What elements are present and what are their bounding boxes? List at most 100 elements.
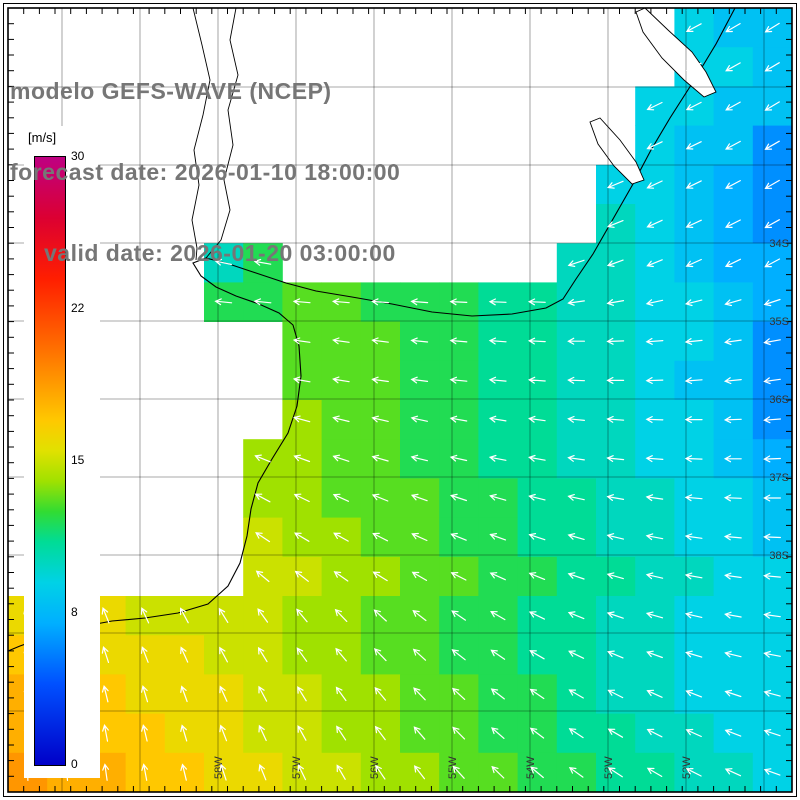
map-frame [3,3,797,797]
wind-arrow [685,258,702,268]
wind-arrow [684,611,703,619]
wind-arrow [646,728,663,738]
wind-arrow [724,219,741,228]
wind-arrow [333,532,349,542]
wind-arrow [763,611,781,619]
lat-label: 35S [769,316,789,328]
wind-arrow [607,728,624,738]
wind-arrow [646,141,663,150]
wind-arrow [723,494,742,502]
wind-arrow [371,415,389,423]
wind-arrow [763,572,781,580]
wind-arrow [606,611,624,619]
wind-arrow [413,765,426,780]
wind-arrow [293,415,311,423]
wind-arrow [567,298,585,306]
wind-arrow [412,648,427,661]
river-path [191,7,211,261]
lat-label: 34S [769,238,789,250]
wind-arrow [527,298,546,306]
wind-arrow [724,689,742,698]
wind-arrow [606,376,625,384]
colorbar-tick-label: 8 [71,605,78,619]
lon-label: 53W [603,756,615,779]
wind-arrow [645,337,664,345]
wind-arrow [488,337,507,345]
wind-arrow [449,415,468,423]
wind-arrow [567,572,585,580]
wind-arrow [646,767,663,777]
wind-arrow [371,298,389,306]
wind-arrow [724,299,742,307]
wind-arrow [527,337,546,345]
wind-arrow [331,298,350,306]
wind-arrow [491,765,505,779]
wind-arrow [410,415,428,423]
wind-arrow [375,764,386,780]
wind-arrow [292,337,311,345]
wind-direction-arrows [23,22,781,781]
wind-arrow [488,298,507,306]
wind-arrow [102,763,110,781]
wind-arrow [254,493,271,503]
wind-arrow [371,454,389,462]
wind-arrow [450,493,467,502]
wind-arrow [336,764,346,780]
lat-label: 38S [769,550,789,562]
wind-arrow [373,609,387,622]
wind-arrow [332,454,350,462]
wind-arrow [180,607,189,624]
wind-arrow [449,376,468,384]
wind-arrow [725,23,741,33]
wind-arrow [684,338,703,345]
wind-arrow [567,337,585,345]
wind-arrow [141,763,149,781]
wind-arrow [607,650,624,659]
wind-arrow [724,338,742,345]
wind-arrow [371,376,389,384]
lon-label: 52W [681,756,693,779]
colorbar-tick-label: 0 [71,757,78,771]
wind-arrow [645,494,664,502]
wind-arrow [685,768,702,777]
wind-arrow [684,299,703,307]
wind-arrow [371,493,389,502]
wind-arrow [684,377,703,385]
wind-arrow [527,376,546,384]
wind-arrow [374,725,386,741]
wind-arrow [257,646,268,663]
wind-arrow [646,101,663,111]
wind-arrow [567,376,585,384]
wind-arrow [141,685,149,703]
wind-arrow [763,689,781,697]
wind-arrow [333,571,349,582]
wind-arrow [530,766,544,779]
wind-arrow [567,415,585,423]
lon-label: 56W [369,756,381,779]
lon-label: 57W [291,756,303,779]
wind-arrow [684,494,703,502]
wind-arrow [253,298,272,306]
wind-arrow [645,377,664,384]
graticule-grid [8,8,792,792]
wind-arrow [568,766,584,778]
wind-arrow [646,219,663,228]
wind-arrow [763,729,781,737]
wind-arrow [646,180,663,189]
wind-arrow [335,647,347,662]
wind-arrow [214,298,233,306]
wind-arrow [567,455,585,462]
wind-arrow [180,724,188,742]
wind-arrow [371,337,389,345]
wind-arrow [488,376,507,384]
wind-arrow [685,101,702,111]
wind-arrow [332,415,350,423]
wind-arrow [141,724,148,742]
wind-arrow [489,493,507,501]
wind-arrow [645,572,664,580]
wind-arrow [723,416,742,424]
wind-arrow [293,454,311,463]
wind-arrow [606,572,624,580]
wind-arrow [253,258,272,266]
wind-arrow [528,493,546,501]
